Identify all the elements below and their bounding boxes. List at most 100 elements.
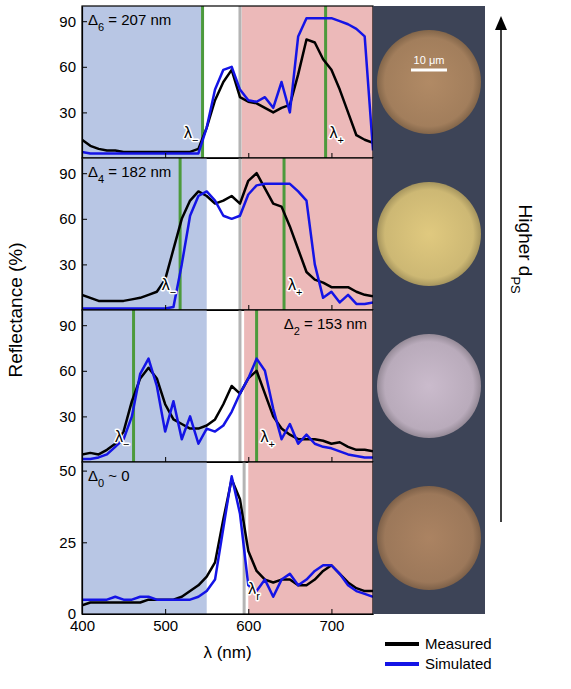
y-tick-label: 30 [59,408,76,425]
scale-bar [411,69,447,72]
plot-area [82,310,373,462]
shaded-region [248,462,373,614]
x-tick: 700 [319,609,344,634]
x-tick-mark [331,153,332,158]
x-tick-mark [248,305,249,310]
x-tick-mark [331,457,332,462]
y-tick-label: 30 [59,256,76,273]
x-tick [331,457,332,462]
marker-line [132,310,135,462]
y-axis: 306090 [59,7,87,159]
marker-label-symbol: λ [330,124,338,141]
y-tick-mark [82,264,87,265]
marker-line [324,6,327,158]
micrograph-background [373,158,485,310]
x-tick-mark [82,457,83,462]
micrograph-background [373,6,485,158]
plot-frame [82,462,373,614]
shaded-region [242,6,373,158]
y-tick: 90 [59,317,87,334]
x-tick-mark [248,153,249,158]
x-tick: 600 [236,609,261,634]
plot-frame [82,310,373,462]
y-axis-line [82,311,83,463]
micrograph-spot [377,30,481,134]
marker-label: λ+ [330,124,344,146]
side-label: Higher dPS [509,205,537,294]
side-arrow-head [495,16,507,30]
annotation-text: = 153 nm [300,315,367,332]
series-line [82,368,373,455]
x-axis-line [83,614,374,615]
x-tick-mark [331,305,332,310]
plot-area [82,158,373,310]
series-line [82,173,373,301]
y-tick-label: 25 [59,534,76,551]
micrograph [373,158,485,310]
marker-label-subscript: + [269,438,275,450]
y-tick-label: 50 [59,462,76,479]
x-tick: 500 [153,609,178,634]
series-line [82,39,373,151]
x-tick-mark [165,457,166,462]
y-tick-mark [82,21,87,22]
marker-label-symbol: λ [261,428,269,445]
x-tick [82,457,83,462]
micrograph-spot [377,486,481,590]
x-tick [165,457,166,462]
y-tick: 60 [59,362,87,379]
series-line [82,184,373,309]
x-tick [165,305,166,310]
x-tick-mark [165,153,166,158]
panel-annotation: Δ2 = 153 nm [284,315,367,337]
plot-area [82,462,373,614]
marker-label-symbol: λ [115,428,123,445]
x-axis-title: λ (nm) [203,643,251,662]
scale-bar-label: 10 μm [414,54,445,66]
y-tick-mark [82,371,87,372]
x-tick-label: 600 [236,617,261,634]
legend: MeasuredSimulated [385,635,492,672]
marker-label: λ− [162,276,176,298]
panel-annotation: Δ4 = 182 nm [88,163,171,185]
series-line [82,359,373,459]
legend-swatch [385,642,419,646]
marker-label: λ− [184,124,198,146]
y-tick-mark [82,542,87,543]
marker-label: λ− [115,428,129,450]
x-tick-mark [82,153,83,158]
annotation-symbol: Δ [88,11,98,28]
y-tick-label: 90 [59,317,76,334]
y-tick-label: 60 [59,362,76,379]
y-tick-label: 30 [59,104,76,121]
x-tick [82,305,83,310]
y-tick: 50 [59,462,87,479]
marker-label: λ+ [261,428,275,450]
x-tick-label: 700 [319,617,344,634]
y-tick-mark [82,67,87,68]
x-tick-mark [248,609,249,614]
shaded-region [82,6,203,158]
marker-line [238,310,241,462]
shaded-region [82,310,207,462]
x-tick-label: 400 [70,617,95,634]
x-tick [248,305,249,310]
marker-label-symbol: λ [248,580,256,597]
x-tick-mark [82,305,83,310]
annotation-symbol: Δ [88,163,98,180]
x-tick [248,153,249,158]
x-tick: 400 [70,609,95,634]
y-axis: 30 60 90 [59,311,87,463]
y-axis: 306090 [59,159,87,311]
annotation-text: = 207 nm [104,11,171,28]
marker-label-subscript: + [296,286,302,298]
marker-line [283,158,286,310]
y-tick: 60 [59,210,87,227]
annotation-symbol: Δ [88,467,98,484]
marker-label: λr [248,580,260,602]
x-tick-mark [165,305,166,310]
y-axis: 02550 [59,462,87,622]
y-axis-line [82,159,83,311]
marker-label-subscript: + [338,134,344,146]
marker-label-subscript: − [123,438,129,450]
